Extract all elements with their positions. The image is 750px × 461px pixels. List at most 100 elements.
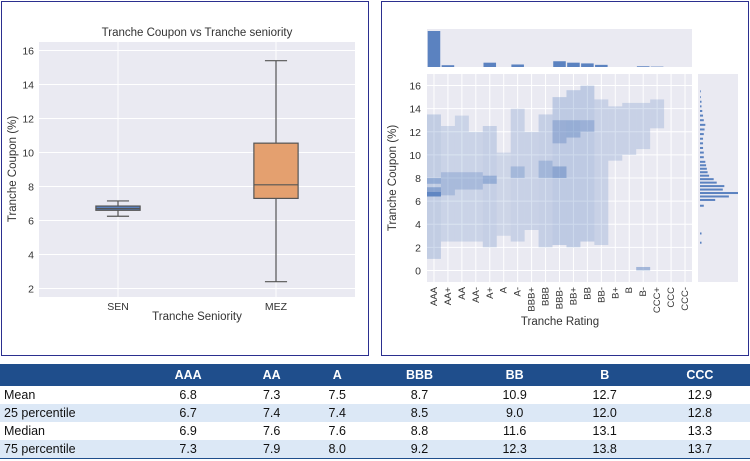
x-tick-label: MEZ <box>265 301 288 313</box>
header-bb: BB <box>469 364 560 386</box>
x-tick-label: CCC- <box>680 287 691 311</box>
table-cell: 6.9 <box>138 422 239 440</box>
table-cell: 13.8 <box>559 440 650 459</box>
y-axis-label: Tranche Coupon (%) <box>7 116 19 222</box>
table-cell: 6.8 <box>138 386 239 404</box>
header-bbb: BBB <box>369 364 470 386</box>
marginal-y-bar <box>700 204 704 207</box>
table-cell: 7.9 <box>238 440 306 459</box>
x-tick-label: BBB- <box>555 287 566 309</box>
heatmap-cell <box>440 172 455 196</box>
heatmap-cell <box>552 166 567 178</box>
y-tick-label: 12 <box>409 127 421 139</box>
marginal-y-bar <box>700 146 704 149</box>
x-tick-label: BBB+ <box>527 287 538 312</box>
heatmap-cell <box>538 114 553 248</box>
table-cell: 8.7 <box>369 386 470 404</box>
x-tick-label: BB <box>582 287 593 300</box>
marginal-x-bar <box>581 63 594 67</box>
y-tick-label: 2 <box>415 242 421 254</box>
row-label: Mean <box>0 386 138 404</box>
marginal-x-bar <box>567 62 580 67</box>
table-cell: 9.0 <box>469 404 560 422</box>
heatmap-cell <box>594 99 609 246</box>
marginal-y-bar <box>700 133 704 136</box>
marginal-y-bar <box>700 96 701 99</box>
heatmap-cell <box>538 160 553 178</box>
header-ccc: CCC <box>649 364 750 386</box>
heatmap-cell <box>510 166 525 178</box>
y-tick-label: 16 <box>22 46 34 58</box>
heatmap-cell <box>566 120 581 138</box>
heatmap-cell <box>608 106 623 161</box>
x-tick-label: B- <box>638 287 649 297</box>
table-row: Mean 6.8 7.3 7.5 8.7 10.9 12.7 12.9 <box>0 386 750 404</box>
table-header-row: AAA AA A BBB BB B CCC <box>0 364 750 386</box>
marginal-y-bar <box>700 156 704 159</box>
marginal-y-bar <box>700 105 702 108</box>
row-label: 75 percentile <box>0 440 138 459</box>
heatmap-cell <box>468 131 483 242</box>
table-row: Median 6.9 7.6 7.6 8.8 11.6 13.1 13.3 <box>0 422 750 440</box>
heatmap-cell <box>552 120 567 144</box>
y-tick-label: 16 <box>409 81 421 93</box>
y-tick-label: 6 <box>28 216 34 228</box>
marginal-y-bar <box>700 160 706 163</box>
x-tick-label: A+ <box>485 287 496 299</box>
row-label: Median <box>0 422 138 440</box>
table-cell: 7.5 <box>305 386 370 404</box>
header-aaa: AAA <box>138 364 239 386</box>
heatmap-cell <box>468 172 483 190</box>
table-cell: 8.8 <box>369 422 470 440</box>
heatmap-cell <box>454 115 469 242</box>
heatmap-cell <box>636 266 651 271</box>
y-tick-label: 14 <box>409 104 421 116</box>
marginal-x-bar <box>441 65 455 67</box>
heatmap-cell <box>622 102 637 155</box>
x-tick-label: B+ <box>610 287 621 299</box>
heatmap-cell <box>650 99 665 129</box>
y-tick-label: 10 <box>22 148 34 160</box>
x-tick-label: BBB <box>541 287 552 306</box>
header-aa: AA <box>238 364 306 386</box>
table-cell: 13.3 <box>649 422 750 440</box>
heatmap-cell <box>454 172 469 190</box>
y-tick-label: 0 <box>415 265 421 277</box>
table-cell: 12.7 <box>559 386 650 404</box>
table-cell: 12.0 <box>559 404 650 422</box>
heatmap-cell <box>580 120 595 132</box>
marginal-y-bar <box>700 167 707 170</box>
x-tick-label: BB- <box>596 287 607 303</box>
y-axis-label: Tranche Coupon (%) <box>387 125 399 231</box>
row-label: 25 percentile <box>0 404 138 422</box>
boxplot-panel: 2 4 6 8 10 12 14 16 SEN MEZ Tranche Coupon vs Tr… <box>1 1 369 356</box>
box-mez <box>253 60 299 283</box>
marginal-x-background <box>427 29 692 67</box>
marginal-y-bar <box>700 188 723 191</box>
heatmap-cell <box>636 102 651 150</box>
marginal-y-bar <box>700 151 704 154</box>
table-row: 75 percentile 7.3 7.9 8.0 9.2 12.3 13.8 13.7 <box>0 440 750 459</box>
table-cell: 7.6 <box>238 422 306 440</box>
heatmap-cell <box>566 90 581 248</box>
table-cell: 9.2 <box>369 440 470 459</box>
heatmap-panel: 0 2 4 6 8 10 12 14 16 AAA AA+ AA AA- A+ A A- BBB+ BBB BBB… <box>381 1 749 356</box>
y-tick-label: 12 <box>22 114 34 126</box>
marginal-y-bar <box>700 137 704 140</box>
header-corner <box>0 364 138 386</box>
marginal-x-bar <box>483 62 497 67</box>
x-tick-label: AAA <box>429 286 440 306</box>
marginal-y-bar <box>700 185 725 188</box>
table-cell: 10.9 <box>469 386 560 404</box>
marginal-y-bar <box>700 178 714 181</box>
table-cell: 13.7 <box>649 440 750 459</box>
boxplot-chart: 2 4 6 8 10 12 14 16 SEN MEZ Tranche Coupon vs Tr… <box>7 27 355 323</box>
x-tick-label: BB+ <box>568 287 579 306</box>
marginal-y-background <box>698 74 738 282</box>
table-cell: 7.6 <box>305 422 370 440</box>
heatmap-cell <box>510 108 525 242</box>
y-tick-label: 4 <box>28 250 34 262</box>
table-cell: 12.9 <box>649 386 750 404</box>
heatmap-cell <box>427 187 441 192</box>
